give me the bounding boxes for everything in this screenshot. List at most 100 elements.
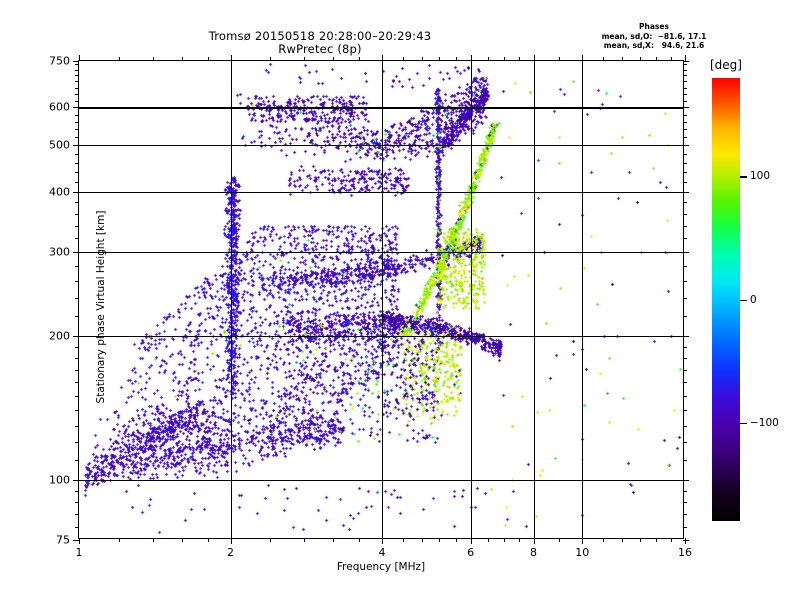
y-axis-minor-tick (75, 63, 79, 65)
x-axis-minor-tick (207, 57, 209, 61)
x-axis-minor-tick (455, 538, 457, 542)
y-axis-minor-tick (683, 213, 687, 215)
gridline-horizontal (79, 107, 683, 109)
y-axis-minor-tick (75, 121, 79, 123)
y-axis-minor-tick (75, 100, 79, 102)
y-axis-tick (73, 480, 79, 482)
x-axis-minor-tick (402, 57, 404, 61)
y-axis-minor-tick (75, 266, 79, 268)
gridline-vertical (582, 61, 584, 538)
y-axis-title: Stationary phase Virtual Height [km] (95, 210, 107, 404)
x-axis-minor-tick (603, 57, 605, 61)
y-axis-minor-tick (683, 63, 687, 65)
x-axis-tick (582, 538, 584, 544)
y-axis-minor-tick (683, 181, 687, 183)
y-axis-minor-tick (683, 490, 687, 492)
gridline-horizontal (79, 191, 683, 193)
y-axis-tick (683, 61, 689, 63)
y-axis-minor-tick (75, 281, 79, 283)
x-axis-tick (230, 55, 232, 61)
y-axis-minor-tick (683, 81, 687, 83)
y-axis-minor-tick (75, 382, 79, 384)
gridline-vertical (230, 61, 232, 538)
y-axis-minor-tick (683, 316, 687, 318)
x-axis-minor-tick (304, 538, 306, 542)
x-axis-minor-tick (207, 538, 209, 542)
y-axis-tick-label: 600 (49, 100, 70, 114)
y-axis-tick (683, 145, 689, 147)
phase-stats-annotation: Phases mean, sd,O: −81.6, 17.1 mean, sd,… (592, 22, 716, 51)
y-axis-minor-tick (683, 281, 687, 283)
y-axis-minor-tick (75, 369, 79, 371)
x-axis-tick (470, 55, 472, 61)
colorbar-tick-label: 100 (750, 170, 771, 183)
x-axis-tick-label: 4 (378, 546, 386, 559)
x-axis-minor-tick (152, 538, 154, 542)
x-axis-tick (79, 55, 81, 61)
y-axis-minor-tick (75, 460, 79, 462)
x-axis-tick-label: 10 (575, 546, 590, 559)
y-axis-minor-tick (75, 81, 79, 83)
x-axis-minor-tick (118, 57, 120, 61)
y-axis-minor-tick (683, 266, 687, 268)
y-axis-minor-tick (75, 526, 79, 528)
y-axis-minor-tick (75, 87, 79, 89)
y-axis-minor-tick (75, 162, 79, 164)
y-axis-minor-tick (75, 137, 79, 139)
x-axis-minor-tick (181, 538, 183, 542)
y-axis-minor-tick (75, 213, 79, 215)
figure-title-line2: RwPretec (8p) (278, 42, 362, 56)
x-axis-minor-tick (622, 57, 624, 61)
y-axis-minor-tick (75, 202, 79, 204)
y-axis-minor-tick (683, 425, 687, 427)
x-axis-minor-tick (333, 57, 335, 61)
y-axis-minor-tick (683, 369, 687, 371)
y-axis-tick (683, 251, 689, 253)
gridline-vertical (382, 61, 384, 538)
y-axis-tick-label: 100 (49, 473, 70, 487)
y-axis-tick-label: 750 (49, 54, 70, 68)
gridline-vertical (470, 61, 472, 538)
y-axis-tick-label: 400 (49, 185, 70, 199)
y-axis-minor-tick (683, 410, 687, 412)
y-axis-minor-tick (683, 382, 687, 384)
y-axis-minor-tick (683, 238, 687, 240)
x-axis-minor-tick (359, 538, 361, 542)
x-axis-tick (382, 538, 384, 544)
gridline-vertical (533, 61, 535, 538)
x-axis-minor-tick (670, 57, 672, 61)
y-axis-tick (73, 540, 79, 542)
y-axis-tick-label: 75 (56, 533, 70, 547)
y-axis-minor-tick (75, 153, 79, 155)
y-axis-tick (73, 191, 79, 193)
x-axis-minor-tick (504, 57, 506, 61)
x-axis-minor-tick (421, 57, 423, 61)
y-axis-minor-tick (75, 225, 79, 227)
y-axis-tick (683, 540, 689, 542)
y-axis-minor-tick (75, 181, 79, 183)
y-axis-minor-tick (75, 129, 79, 131)
x-axis-tick (533, 538, 535, 544)
y-axis-tick (73, 107, 79, 109)
gridline-horizontal (79, 251, 683, 253)
y-axis-tick (683, 191, 689, 193)
x-axis-tick (470, 538, 472, 544)
x-axis-minor-tick (559, 538, 561, 542)
y-axis-minor-tick (683, 94, 687, 96)
colorbar-tick (740, 422, 747, 424)
x-axis-minor-tick (270, 57, 272, 61)
y-axis-minor-tick (683, 153, 687, 155)
y-axis-tick (683, 107, 689, 109)
x-axis-tick-label: 1 (75, 546, 83, 559)
x-axis-tick (230, 538, 232, 544)
x-axis-tick-label: 2 (227, 546, 234, 559)
y-axis-minor-tick (75, 410, 79, 412)
y-axis-minor-tick (683, 129, 687, 131)
x-axis-minor-tick (559, 57, 561, 61)
x-axis-minor-tick (622, 538, 624, 542)
x-axis-minor-tick (270, 538, 272, 542)
figure-title-line1: Tromsø 20150518 20:28:00–20:29:43 (208, 29, 432, 43)
phase-stats-o-mode: mean, sd,O: −81.6, 17.1 (601, 31, 707, 41)
x-axis-minor-tick (439, 57, 441, 61)
